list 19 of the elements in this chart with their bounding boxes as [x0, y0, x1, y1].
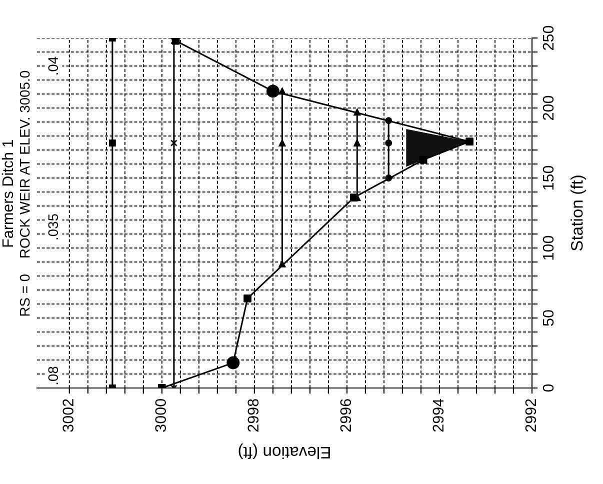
x-tick-label: 3000	[155, 399, 166, 432]
y-tick-label: 50	[542, 310, 554, 326]
x-tick-label: 2992	[525, 399, 536, 432]
annotation: .04	[48, 56, 58, 74]
x-tick-label: 2996	[340, 399, 352, 432]
text: Farmers Ditch 1	[2, 140, 14, 247]
y-tick-label: 150	[542, 166, 554, 190]
y-tick-label: 250	[542, 26, 554, 50]
y-axis-title: Station (ft)	[570, 176, 586, 251]
text: RS = 0 ROCK WEIR AT ELEV. 3005.0	[20, 70, 30, 316]
y-tick-label: 200	[542, 96, 554, 120]
x-tick-label: 3002	[62, 399, 74, 432]
y-tick-label: 0	[542, 384, 554, 392]
x-tick-label: 2994	[432, 398, 444, 432]
annotation: .035	[48, 214, 58, 240]
x-tick-label: 2998	[248, 399, 259, 432]
annotation: .08	[48, 366, 58, 384]
y-tick-label: 100	[542, 236, 554, 260]
x-axis-title: Elevation (ft)	[238, 444, 330, 460]
